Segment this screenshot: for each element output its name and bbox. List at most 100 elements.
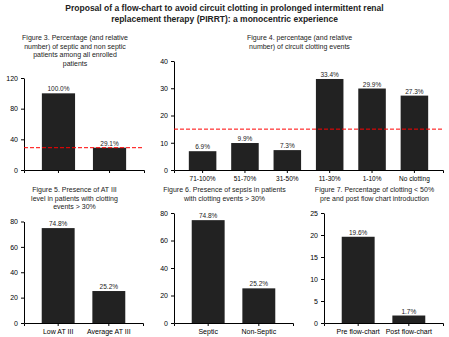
tick-mark xyxy=(21,323,24,324)
tick: Low AT III xyxy=(43,323,74,335)
axis-line xyxy=(25,324,144,327)
tick: 20 xyxy=(160,292,174,299)
axis-line xyxy=(25,171,145,174)
data-label: 19.6% xyxy=(349,229,368,236)
tick: Septic xyxy=(198,323,218,336)
tick-label: Septic xyxy=(198,328,218,336)
tick-mark xyxy=(21,78,24,79)
bar xyxy=(401,96,429,170)
tick-mark xyxy=(171,213,174,214)
axis-line xyxy=(324,214,325,324)
bar xyxy=(189,151,217,170)
plot-area xyxy=(24,93,144,170)
axis-line xyxy=(175,324,294,327)
tick-label: 15 xyxy=(310,254,318,261)
chart-title: Figure 7. Percentage of clotting < 50%pr… xyxy=(315,186,434,203)
tick-label: 40 xyxy=(160,265,168,272)
tick: 25 xyxy=(310,210,324,217)
bar xyxy=(93,148,126,170)
tick-mark xyxy=(171,88,174,89)
y-axis: 010203040 xyxy=(160,58,174,174)
tick-mark xyxy=(258,323,259,326)
tick-label: 40 xyxy=(160,58,168,65)
y-axis: 020406080 xyxy=(10,218,24,326)
tick-label: Non-Septic xyxy=(241,328,276,336)
tick xyxy=(109,170,110,173)
plot-area xyxy=(174,79,443,170)
axis-line xyxy=(325,324,444,327)
tick-label: No clotting xyxy=(399,175,430,183)
tick-mark xyxy=(171,323,174,324)
tick-label: 5 xyxy=(314,298,318,305)
tick: 51-70% xyxy=(234,170,257,182)
tick-mark xyxy=(208,323,209,326)
x-axis: Pre flow-chartPost flow-chart xyxy=(325,323,444,335)
tick-label: 60 xyxy=(10,244,18,251)
tick: 20 xyxy=(310,232,324,239)
x-axis xyxy=(25,170,145,173)
tick-mark xyxy=(321,257,324,258)
tick-mark xyxy=(58,323,59,326)
tick-label: 20 xyxy=(10,294,18,301)
tick-label: 51-70% xyxy=(234,175,257,182)
tick-label: 25 xyxy=(310,210,318,217)
chart-panel: Figure 4. percentage (and relativenumber… xyxy=(160,34,443,183)
y-axis: 0 5 10 15 20 25 xyxy=(310,210,324,327)
tick: Average AT III xyxy=(87,323,131,336)
tick-mark xyxy=(171,116,174,117)
tick: 10 xyxy=(310,276,324,283)
tick-mark xyxy=(321,323,324,324)
tick-label: 11-30% xyxy=(319,175,341,182)
tick-label: 80 xyxy=(10,105,18,112)
tick-label: Average AT III xyxy=(87,328,131,336)
data-label: 29.1% xyxy=(100,140,119,147)
bar xyxy=(242,288,275,323)
tick: Non-Septic xyxy=(241,323,276,336)
x-axis: Septic Non-Septic xyxy=(175,323,294,336)
tick: 60 xyxy=(10,244,24,251)
bar xyxy=(316,79,344,170)
tick-mark xyxy=(329,170,330,173)
page: Proposal of a flow-chart to avoid circui… xyxy=(0,0,449,337)
tick: 0 xyxy=(314,320,324,327)
tick: 11-30% xyxy=(319,170,341,182)
bar xyxy=(274,150,302,170)
reference-line xyxy=(174,129,443,130)
tick-label: 31-50% xyxy=(276,175,299,182)
tick-mark xyxy=(171,296,174,297)
tick-mark xyxy=(58,170,59,173)
x-axis: 71-100%51-70%31-50%11-30%1-10%No clottin… xyxy=(175,170,444,183)
tick: 40 xyxy=(10,136,24,143)
plot-area xyxy=(192,220,276,323)
tick-label: Post flow-chart xyxy=(386,328,432,335)
bar xyxy=(42,93,75,170)
tick-label: 60 xyxy=(160,237,168,244)
tick-label: 20 xyxy=(310,232,318,239)
tick: 1-10% xyxy=(363,170,382,182)
chart-title: Figure 4. percentage (and relativenumber… xyxy=(247,34,352,51)
tick-label: 20 xyxy=(160,292,168,299)
data-label: 29.9% xyxy=(363,81,382,88)
tick-mark xyxy=(171,61,174,62)
data-label: 7.3% xyxy=(280,142,295,149)
axis-line xyxy=(24,79,25,171)
tick-mark xyxy=(21,170,24,171)
chart-panel: Figure 6. Presence of sepsis in patients… xyxy=(160,186,293,336)
tick-mark xyxy=(21,139,24,140)
tick-mark xyxy=(21,272,24,273)
tick: 40 xyxy=(160,265,174,272)
bar xyxy=(392,316,425,323)
tick-mark xyxy=(108,323,109,326)
axis-line xyxy=(24,222,25,324)
plot-area xyxy=(342,237,426,323)
tick: 0 xyxy=(14,167,24,174)
tick xyxy=(58,170,59,173)
tick-label: 0 xyxy=(14,167,18,174)
axis-line xyxy=(174,214,175,324)
tick-mark xyxy=(202,170,203,173)
tick-label: 30 xyxy=(160,85,168,92)
tick-label: 120 xyxy=(6,75,18,82)
data-label: 25.2% xyxy=(250,280,269,287)
tick: 31-50% xyxy=(276,170,299,182)
tick: 80 xyxy=(10,218,24,225)
